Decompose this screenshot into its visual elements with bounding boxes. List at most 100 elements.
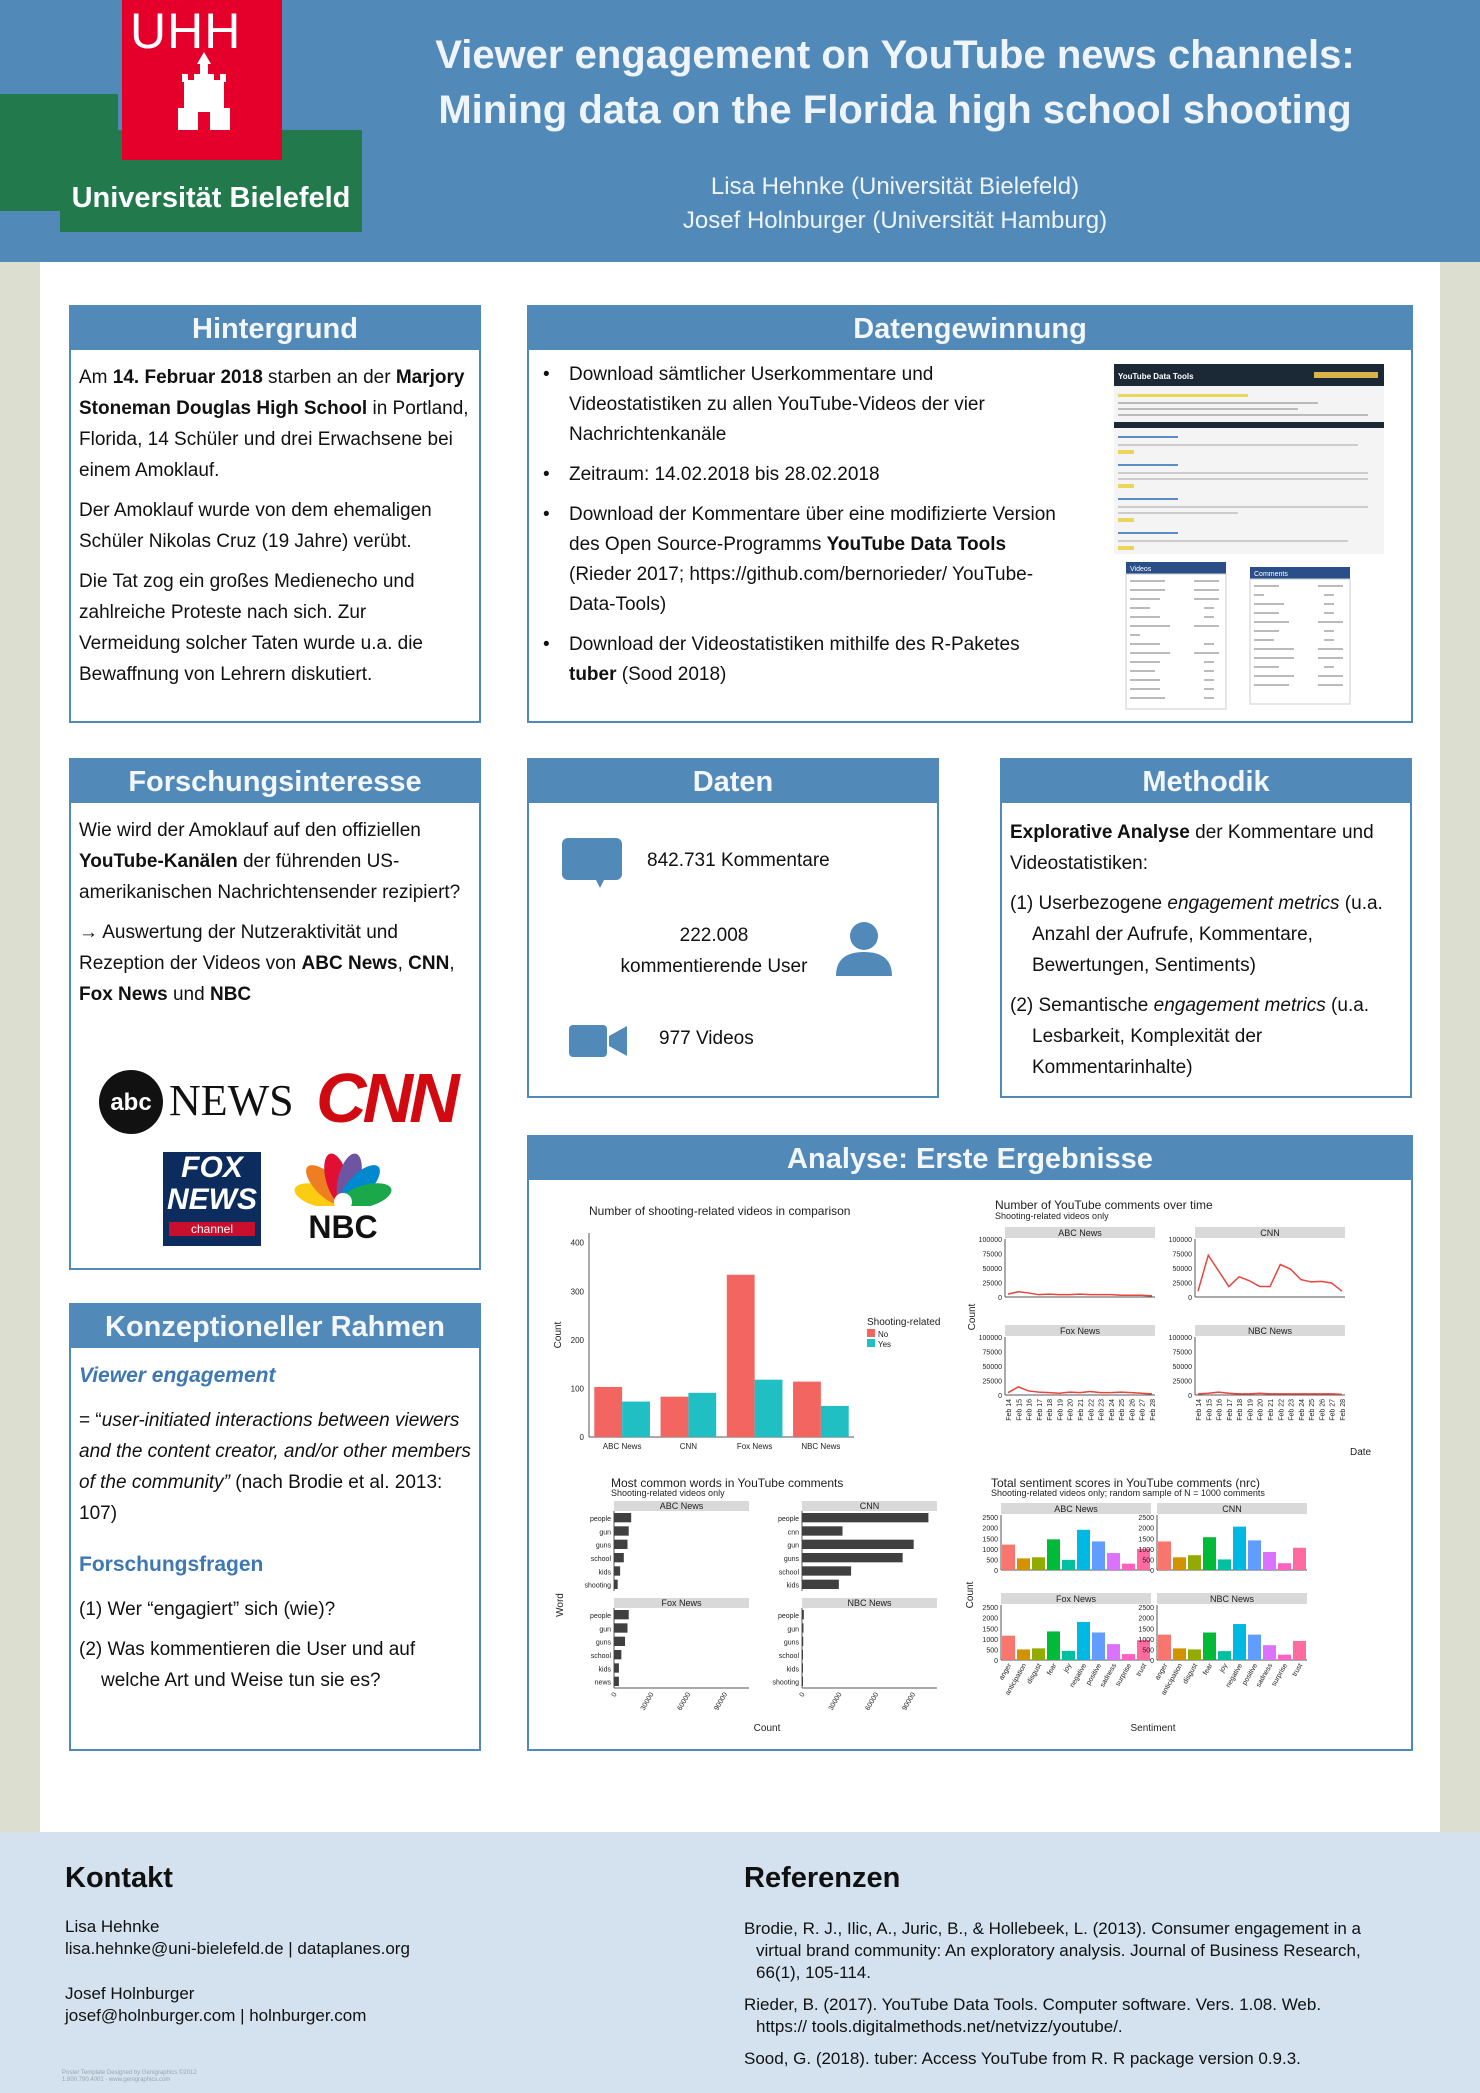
reference-item: Brodie, R. J., Ilic, A., Juric, B., & Ho… bbox=[744, 1919, 1362, 1982]
word-bar bbox=[614, 1610, 629, 1620]
sentiment-bar bbox=[1137, 1639, 1150, 1660]
y-tick-label: 50000 bbox=[1173, 1266, 1193, 1273]
word-bar bbox=[614, 1663, 619, 1673]
paragraph: = “user-initiated interactions between v… bbox=[79, 1410, 471, 1524]
word-label: shooting bbox=[773, 1680, 800, 1687]
x-tick-label: Feb 18 bbox=[1237, 1399, 1244, 1421]
sentiment-bar bbox=[1107, 1553, 1120, 1570]
word-label: school bbox=[591, 1653, 612, 1660]
sentiment-bar bbox=[1047, 1539, 1060, 1570]
y-tick-label: 50000 bbox=[1173, 1364, 1193, 1371]
box-title: Datengewinnung bbox=[529, 307, 1411, 350]
y-tick-label: 2500 bbox=[982, 1515, 998, 1522]
x-tick-label: Feb 25 bbox=[1119, 1399, 1126, 1421]
y-tick-label: 0 bbox=[1150, 1658, 1154, 1665]
y-tick-label: 500 bbox=[986, 1647, 998, 1654]
x-tick-label: Feb 20 bbox=[1258, 1399, 1265, 1421]
chart-subtitle: Shooting-related videos only bbox=[995, 1211, 1109, 1221]
panel-title: ABC News bbox=[1058, 1228, 1102, 1238]
nbc-logo: NBC bbox=[293, 1148, 393, 1243]
x-tick-label: anger bbox=[1154, 1662, 1169, 1682]
youtube-data-tools-screenshot: YouTube Data Tools Videos Comments bbox=[1114, 364, 1384, 714]
box-content: Am 14. Februar 2018 starben an der Marjo… bbox=[71, 350, 479, 711]
word-label: guns bbox=[596, 1640, 612, 1647]
question: (2) Was kommentieren die User und auf we… bbox=[79, 1639, 416, 1691]
sentiment-bar bbox=[1062, 1559, 1075, 1570]
word-label: news bbox=[595, 1680, 612, 1687]
template-credit-line: 1.800.790.4001 · www.genigraphics.com bbox=[62, 2077, 171, 2083]
poster-footer: Kontakt Lisa Hehnke lisa.hehnke@uni-biel… bbox=[0, 1832, 1480, 2093]
paragraph: Die Tat zog ein großes Medienecho und za… bbox=[79, 571, 423, 685]
contact-email-link[interactable]: lisa.hehnke@uni-bielefeld.de | dataplane… bbox=[65, 1939, 410, 1958]
word-bar bbox=[614, 1553, 624, 1563]
y-tick-label: 0 bbox=[1150, 1568, 1154, 1575]
sentiment-bar bbox=[1017, 1558, 1030, 1570]
y-tick-label: 1000 bbox=[1138, 1547, 1154, 1554]
list-item: Download sämtlicher Userkommentare und V… bbox=[539, 360, 1069, 450]
svg-text:YouTube Data Tools: YouTube Data Tools bbox=[1118, 372, 1194, 381]
uhh-logo-text: UHH bbox=[130, 3, 242, 59]
y-tick-label: 75000 bbox=[1173, 1252, 1193, 1259]
panel-title: ABC News bbox=[660, 1501, 704, 1511]
word-label: gun bbox=[787, 1543, 799, 1550]
word-label: people bbox=[778, 1613, 799, 1620]
legend-label: No bbox=[878, 1330, 889, 1339]
y-tick-label: 0 bbox=[998, 1393, 1002, 1400]
word-label: kids bbox=[599, 1569, 612, 1576]
word-bar bbox=[802, 1513, 929, 1523]
fox-logo-line-1: FOX bbox=[181, 1151, 243, 1184]
y-tick-label: 2500 bbox=[982, 1605, 998, 1612]
panel-title: NBC News bbox=[1248, 1326, 1293, 1336]
y-tick-label: 2000 bbox=[1138, 1526, 1154, 1533]
y-tick-label: 0 bbox=[580, 1433, 585, 1442]
panel-strip bbox=[802, 1598, 937, 1608]
x-axis-label: Sentiment bbox=[1130, 1723, 1175, 1734]
sentiment-bar bbox=[1233, 1624, 1246, 1660]
bar-no bbox=[726, 1274, 755, 1437]
sentiment-bar bbox=[1077, 1529, 1090, 1570]
sentiment-bar bbox=[1002, 1635, 1015, 1660]
x-tick-label: trust bbox=[1291, 1662, 1304, 1677]
contact-email-link[interactable]: josef@holnburger.com | holnburger.com bbox=[65, 2006, 367, 2025]
series-line bbox=[1197, 1253, 1343, 1292]
paragraph: Wie wird der Amoklauf auf den offizielle… bbox=[79, 820, 461, 903]
word-bar bbox=[802, 1526, 843, 1536]
x-axis-label: Count bbox=[754, 1723, 781, 1734]
panel-strip bbox=[802, 1501, 937, 1511]
word-label: school bbox=[779, 1569, 800, 1576]
panel-title: Fox News bbox=[1060, 1326, 1101, 1336]
y-axis-label: Count bbox=[553, 1321, 564, 1348]
sentiment-bar bbox=[1158, 1541, 1171, 1570]
sentiment-bar bbox=[1203, 1537, 1216, 1570]
y-tick-label: 1500 bbox=[982, 1626, 998, 1633]
word-label: school bbox=[591, 1556, 612, 1563]
bar-no bbox=[594, 1386, 623, 1437]
panel-title: CNN bbox=[860, 1501, 880, 1511]
bullet-list: Download sämtlicher Userkommentare und V… bbox=[529, 360, 1069, 690]
chart-comments-over-time: Number of YouTube comments over timeShoo… bbox=[967, 1198, 1372, 1458]
word-bar bbox=[614, 1513, 632, 1523]
authors: Lisa Hehnke (Universität Bielefeld) Jose… bbox=[360, 170, 1430, 238]
y-tick-label: 100 bbox=[571, 1384, 585, 1393]
y-tick-label: 2000 bbox=[982, 1526, 998, 1533]
title-line-1: Viewer engagement on YouTube news channe… bbox=[435, 33, 1355, 77]
panel-strip bbox=[1157, 1503, 1307, 1514]
paragraph: Am 14. Februar 2018 starben an der Marjo… bbox=[79, 367, 469, 481]
chart-sentiment-scores: Total sentiment scores in YouTube commen… bbox=[965, 1476, 1307, 1734]
x-tick-label: Feb 15 bbox=[1206, 1399, 1213, 1421]
x-tick-label: Feb 14 bbox=[1006, 1399, 1013, 1421]
panel-strip bbox=[1005, 1325, 1155, 1336]
panel-title: CNN bbox=[1222, 1504, 1242, 1514]
fox-news-logo: FOX NEWS channel bbox=[163, 1152, 261, 1246]
x-tick-label: Feb 20 bbox=[1068, 1399, 1075, 1421]
sentiment-bar bbox=[1278, 1563, 1291, 1570]
sentiment-bar bbox=[1158, 1634, 1171, 1660]
y-tick-label: 75000 bbox=[1173, 1350, 1193, 1357]
sentiment-bar bbox=[1293, 1640, 1306, 1660]
word-bar bbox=[802, 1663, 803, 1673]
peacock-icon bbox=[294, 1153, 392, 1211]
bar-no bbox=[793, 1381, 821, 1437]
sentiment-bar bbox=[1077, 1621, 1090, 1660]
x-tick-label: ABC News bbox=[603, 1442, 642, 1451]
word-bar bbox=[802, 1539, 914, 1549]
